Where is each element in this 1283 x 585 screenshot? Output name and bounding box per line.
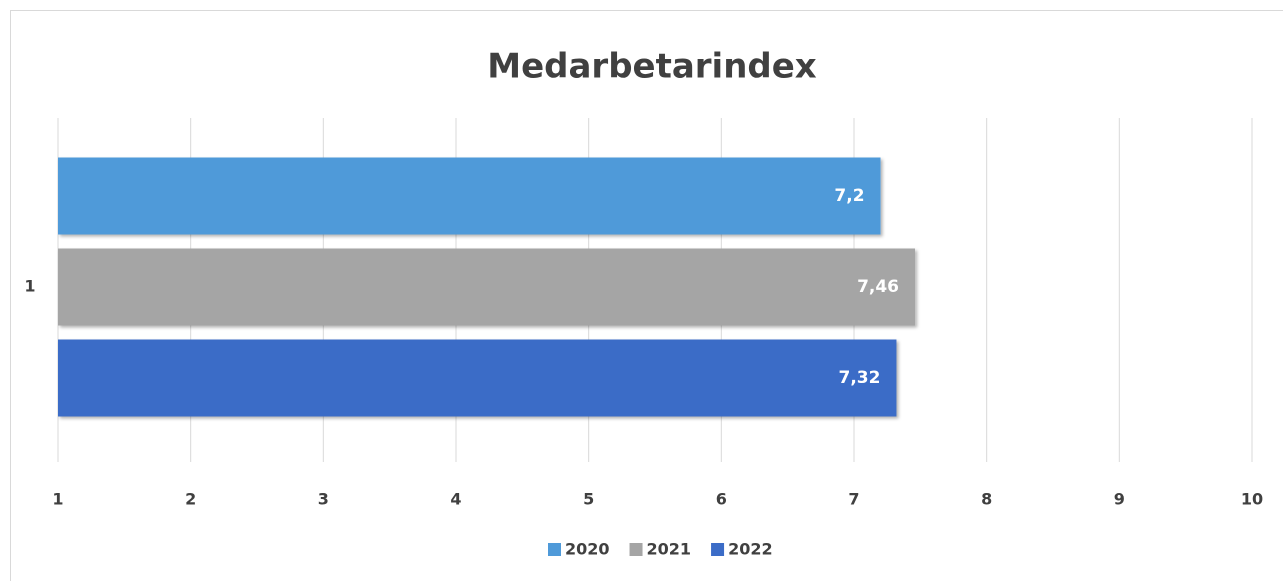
x-tick-label: 8	[981, 490, 992, 509]
x-tick-label: 2	[185, 490, 196, 509]
x-tick-label: 5	[583, 490, 594, 509]
bar	[58, 158, 881, 235]
data-label: 7,32	[839, 368, 881, 388]
legend-label: 2020	[565, 540, 610, 559]
x-tick-label: 1	[52, 490, 63, 509]
legend-swatch	[630, 543, 643, 556]
x-tick-label: 9	[1114, 490, 1125, 509]
data-label: 7,46	[857, 277, 899, 297]
x-tick-label: 4	[450, 490, 461, 509]
data-label: 7,2	[834, 186, 864, 206]
x-tick-label: 3	[318, 490, 329, 509]
bar	[58, 249, 915, 326]
bar	[58, 340, 896, 417]
y-tick-label: 1	[24, 277, 35, 296]
x-tick-label: 7	[848, 490, 859, 509]
chart-title: Medarbetarindex	[487, 47, 817, 87]
x-tick-label: 10	[1241, 490, 1263, 509]
legend-swatch	[548, 543, 561, 556]
x-tick-label: 6	[716, 490, 727, 509]
legend-label: 2022	[728, 540, 773, 559]
legend-label: 2021	[647, 540, 692, 559]
legend-swatch	[711, 543, 724, 556]
